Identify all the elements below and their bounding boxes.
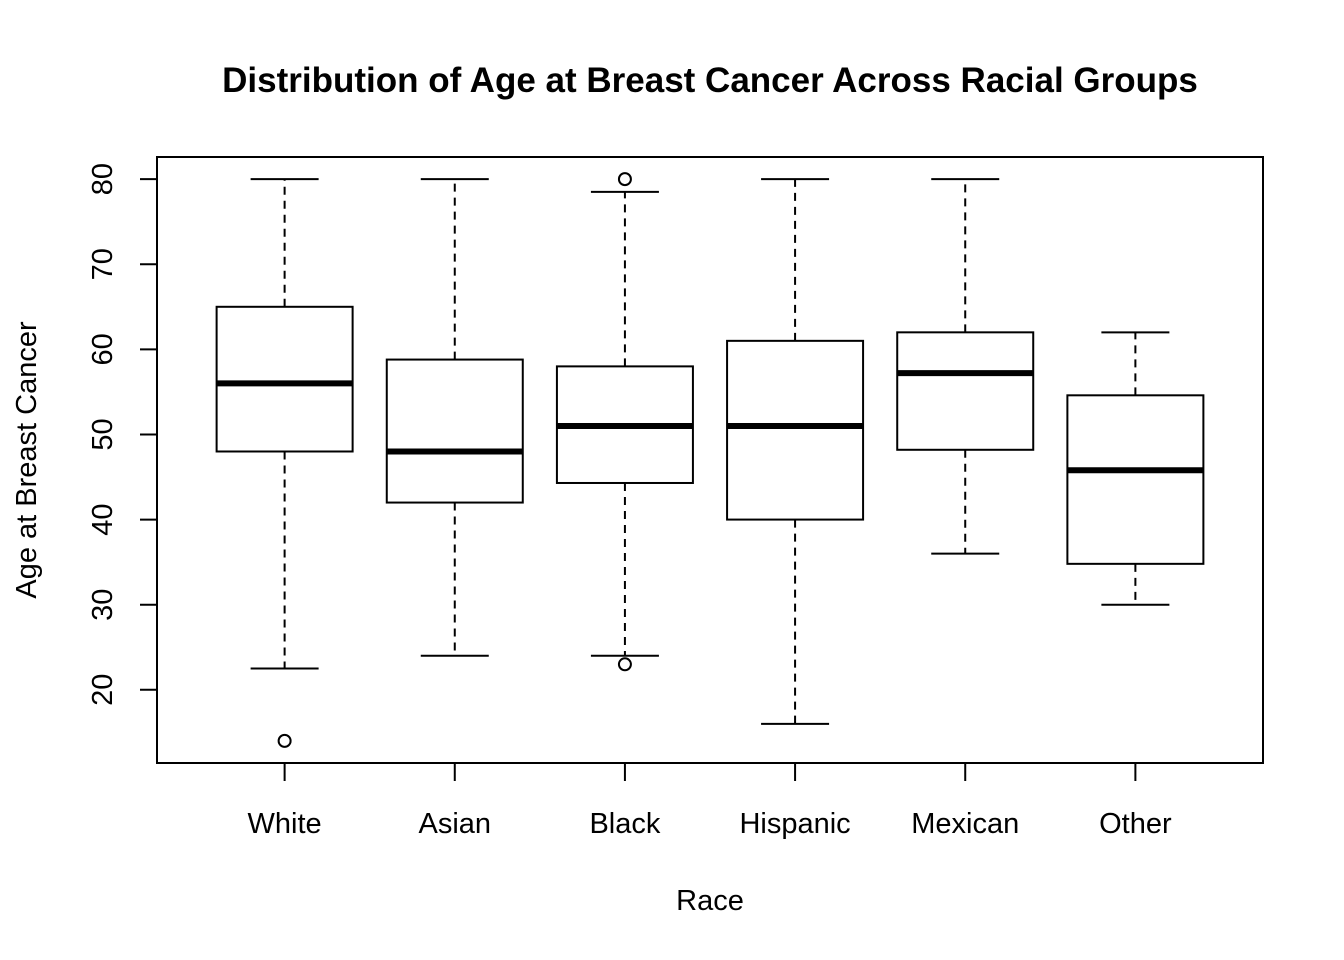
box-group (555, 172, 694, 672)
x-tick-label: Mexican (911, 808, 1019, 840)
x-axis: White Asian Black Hispanic Mexican Other (248, 763, 1172, 840)
x-tick-label: Black (589, 808, 660, 840)
y-axis-label: Age at Breast Cancer (11, 321, 43, 599)
x-axis-label: Race (676, 885, 744, 917)
chart-title: Distribution of Age at Breast Cancer Acr… (222, 61, 1198, 100)
boxes-layer (215, 172, 1205, 748)
y-axis: 20 30 40 50 60 70 80 (87, 163, 158, 706)
x-tick-label: Hispanic (739, 808, 850, 840)
box-group (385, 178, 524, 657)
outlier-white (277, 733, 292, 748)
box-group (1066, 331, 1205, 606)
box-group (896, 178, 1035, 555)
outlier-black (617, 657, 632, 672)
y-tick-label: 50 (87, 418, 119, 450)
x-tick-label: Other (1099, 808, 1172, 840)
box-group (726, 178, 865, 725)
box-asian (385, 358, 524, 504)
x-tick-label: White (248, 808, 322, 840)
box-mexican (896, 331, 1035, 451)
y-tick-label: 80 (87, 163, 119, 195)
y-tick-label: 30 (87, 589, 119, 621)
y-tick-label: 70 (87, 248, 119, 280)
box-group (215, 178, 354, 748)
y-tick-label: 40 (87, 503, 119, 535)
x-tick-label: Asian (418, 808, 491, 840)
box-white (215, 305, 354, 453)
outlier-black (617, 172, 632, 187)
y-tick-label: 20 (87, 674, 119, 706)
box-hispanic (726, 339, 865, 521)
y-tick-label: 60 (87, 333, 119, 365)
box-other (1066, 394, 1205, 565)
